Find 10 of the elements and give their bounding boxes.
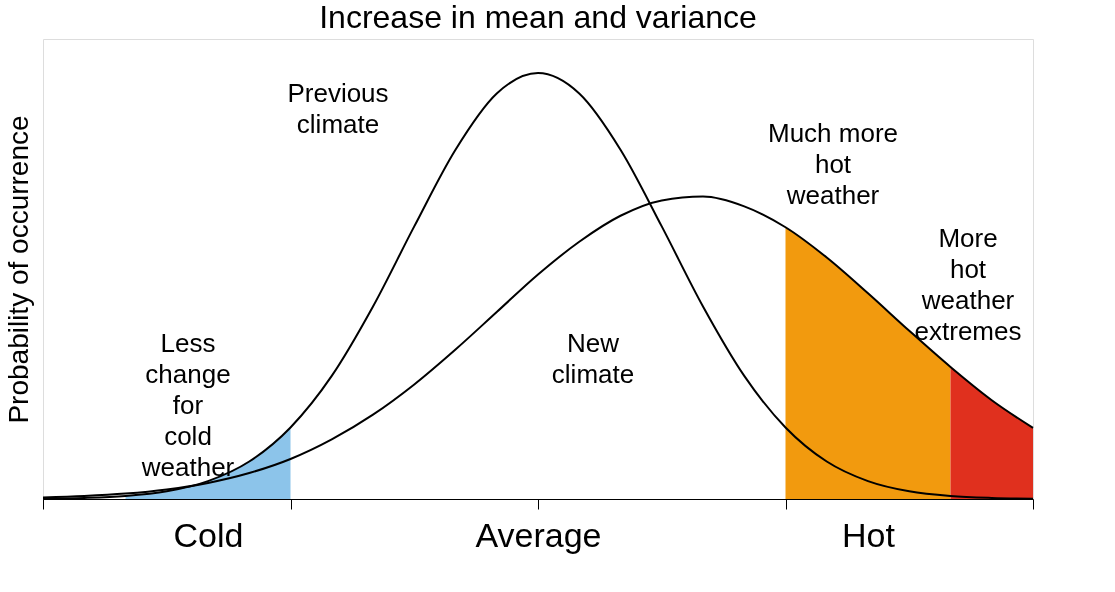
chart-title: Increase in mean and variance [319, 0, 757, 35]
x-tick-label: Cold [173, 515, 244, 554]
y-axis-title: Probability of occurrence [2, 115, 34, 424]
annotation: Previous climate [287, 78, 389, 139]
annotation: Much more hot weather [767, 118, 899, 210]
x-tick-label: Average [475, 515, 602, 554]
annotation: New climate [551, 328, 635, 389]
annotation: Less change for cold weather [140, 328, 235, 482]
x-tick-label: Hot [842, 515, 896, 554]
annotation: More hot weather extremes [914, 223, 1022, 346]
